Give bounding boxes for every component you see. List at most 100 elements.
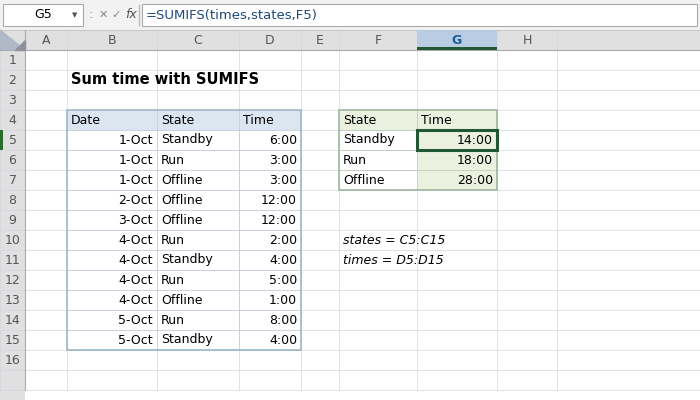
Text: 1:00: 1:00 bbox=[269, 294, 297, 306]
Bar bbox=[0, 130, 3, 150]
Text: State: State bbox=[343, 114, 377, 126]
Text: State: State bbox=[161, 114, 195, 126]
Text: H: H bbox=[522, 34, 532, 46]
Text: Run: Run bbox=[161, 234, 185, 246]
Bar bbox=[417, 170, 497, 190]
Text: 7: 7 bbox=[8, 174, 17, 186]
Text: Run: Run bbox=[161, 274, 185, 286]
Text: 8: 8 bbox=[8, 194, 17, 206]
Polygon shape bbox=[0, 30, 25, 50]
Text: 5-Oct: 5-Oct bbox=[118, 334, 153, 346]
Text: 4-Oct: 4-Oct bbox=[118, 274, 153, 286]
Text: 4: 4 bbox=[8, 114, 16, 126]
Text: Time: Time bbox=[243, 114, 274, 126]
Text: Date: Date bbox=[71, 114, 101, 126]
Text: 1-Oct: 1-Oct bbox=[118, 154, 153, 166]
Bar bbox=[417, 110, 497, 130]
Text: 14:00: 14:00 bbox=[457, 134, 493, 146]
Text: 12:00: 12:00 bbox=[261, 214, 297, 226]
Polygon shape bbox=[15, 40, 25, 50]
Text: 3:00: 3:00 bbox=[269, 154, 297, 166]
Bar bbox=[417, 30, 497, 50]
Text: :: : bbox=[89, 8, 93, 22]
Text: Offline: Offline bbox=[161, 174, 202, 186]
Bar bbox=[0, 30, 25, 50]
Text: Offline: Offline bbox=[161, 294, 202, 306]
Text: times = D5:D15: times = D5:D15 bbox=[343, 254, 444, 266]
Text: Time: Time bbox=[421, 114, 452, 126]
Text: 1-Oct: 1-Oct bbox=[118, 134, 153, 146]
Text: 3: 3 bbox=[8, 94, 16, 106]
Text: G: G bbox=[452, 34, 462, 46]
Text: 3-Oct: 3-Oct bbox=[118, 214, 153, 226]
Text: 12:00: 12:00 bbox=[261, 194, 297, 206]
Bar bbox=[157, 110, 239, 130]
Bar bbox=[0, 30, 700, 50]
Bar bbox=[0, 0, 700, 30]
Text: Standby: Standby bbox=[161, 254, 213, 266]
Text: ✕: ✕ bbox=[99, 10, 108, 20]
Text: Run: Run bbox=[161, 314, 185, 326]
Text: 8:00: 8:00 bbox=[269, 314, 297, 326]
Bar bbox=[417, 130, 497, 150]
Text: Sum time with SUMIFS: Sum time with SUMIFS bbox=[71, 72, 259, 88]
Text: 11: 11 bbox=[5, 254, 20, 266]
Text: Offline: Offline bbox=[343, 174, 384, 186]
Text: 13: 13 bbox=[5, 294, 20, 306]
Text: Offline: Offline bbox=[161, 214, 202, 226]
Text: 16: 16 bbox=[5, 354, 20, 366]
Text: ✓: ✓ bbox=[111, 10, 120, 20]
Bar bbox=[339, 110, 497, 190]
Text: 6: 6 bbox=[8, 154, 16, 166]
Bar bbox=[142, 4, 697, 26]
Text: 2: 2 bbox=[8, 74, 16, 86]
Bar bbox=[339, 110, 417, 130]
Text: 10: 10 bbox=[5, 234, 20, 246]
Text: F: F bbox=[374, 34, 382, 46]
Bar bbox=[3, 4, 83, 26]
Text: 6:00: 6:00 bbox=[269, 134, 297, 146]
Text: 4-Oct: 4-Oct bbox=[118, 254, 153, 266]
Text: 2:00: 2:00 bbox=[269, 234, 297, 246]
Text: 18:00: 18:00 bbox=[457, 154, 493, 166]
Text: 1: 1 bbox=[8, 54, 16, 66]
Text: 1-Oct: 1-Oct bbox=[118, 174, 153, 186]
Text: Offline: Offline bbox=[161, 194, 202, 206]
Text: Run: Run bbox=[161, 154, 185, 166]
Bar bbox=[67, 110, 157, 130]
Text: ▼: ▼ bbox=[72, 12, 78, 18]
Text: 4:00: 4:00 bbox=[269, 334, 297, 346]
Bar bbox=[417, 150, 497, 170]
Text: 5:00: 5:00 bbox=[269, 274, 297, 286]
Text: 4-Oct: 4-Oct bbox=[118, 294, 153, 306]
Bar bbox=[417, 47, 497, 50]
Text: =SUMIFS(times,states,F5): =SUMIFS(times,states,F5) bbox=[146, 8, 318, 22]
Bar bbox=[67, 110, 301, 350]
Text: G5: G5 bbox=[34, 8, 52, 22]
Text: Run: Run bbox=[343, 154, 367, 166]
Text: Standby: Standby bbox=[161, 334, 213, 346]
Text: E: E bbox=[316, 34, 324, 46]
Text: 9: 9 bbox=[8, 214, 16, 226]
Bar bbox=[417, 130, 497, 150]
Text: 2-Oct: 2-Oct bbox=[118, 194, 153, 206]
Text: fx: fx bbox=[125, 8, 136, 22]
Text: 5-Oct: 5-Oct bbox=[118, 314, 153, 326]
Text: B: B bbox=[108, 34, 116, 46]
Text: Standby: Standby bbox=[343, 134, 395, 146]
Text: C: C bbox=[194, 34, 202, 46]
Text: 28:00: 28:00 bbox=[457, 174, 493, 186]
Text: A: A bbox=[42, 34, 50, 46]
Text: 4:00: 4:00 bbox=[269, 254, 297, 266]
Bar bbox=[239, 110, 301, 130]
Text: 15: 15 bbox=[5, 334, 20, 346]
Text: 12: 12 bbox=[5, 274, 20, 286]
Text: 5: 5 bbox=[8, 134, 17, 146]
Text: states = C5:C15: states = C5:C15 bbox=[343, 234, 445, 246]
Text: D: D bbox=[265, 34, 275, 46]
Text: 14: 14 bbox=[5, 314, 20, 326]
Text: 3:00: 3:00 bbox=[269, 174, 297, 186]
Text: 4-Oct: 4-Oct bbox=[118, 234, 153, 246]
Bar bbox=[0, 30, 25, 400]
Text: Standby: Standby bbox=[161, 134, 213, 146]
